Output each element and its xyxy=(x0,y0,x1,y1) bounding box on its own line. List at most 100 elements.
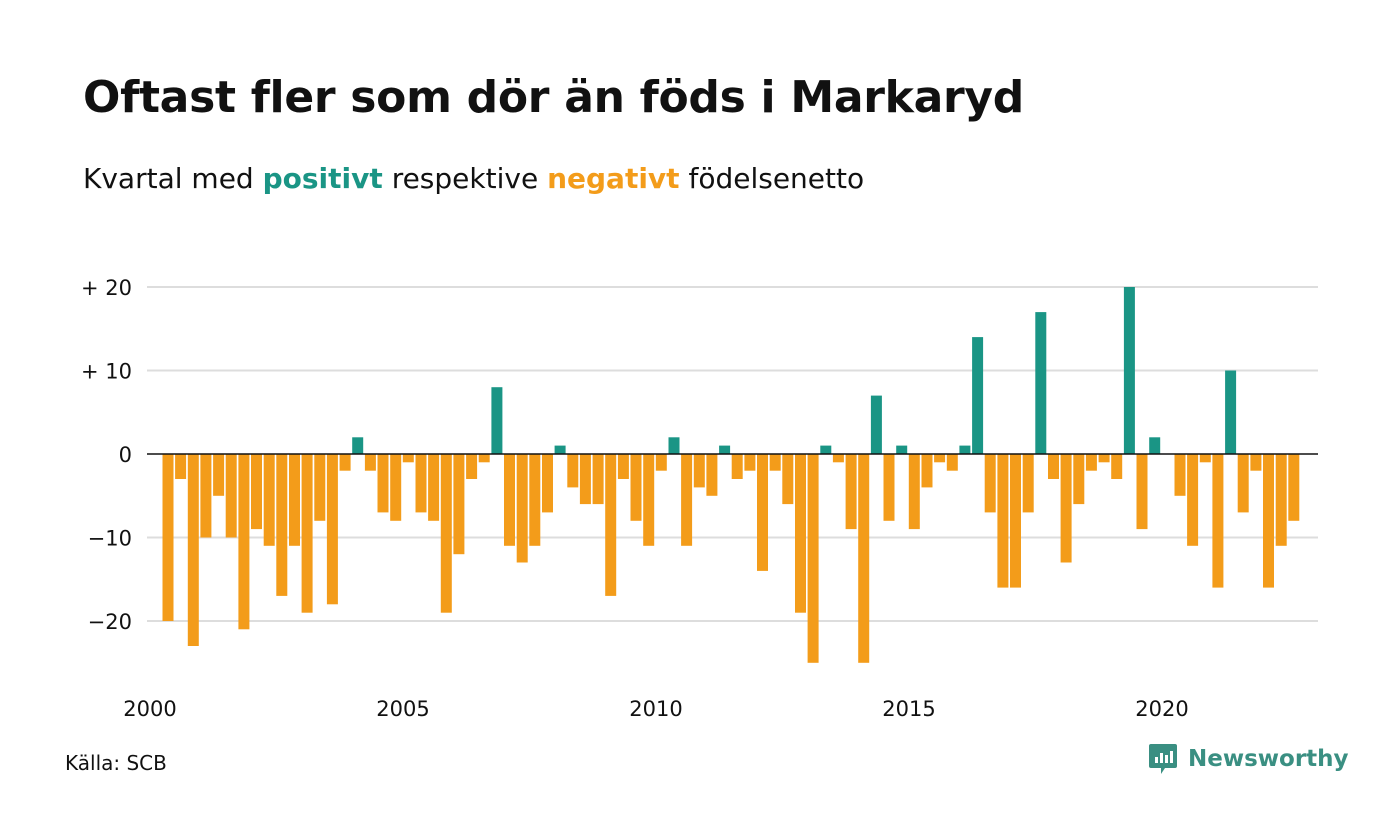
bar-negative xyxy=(579,454,591,505)
bar-positive xyxy=(668,437,680,454)
bar-negative xyxy=(681,454,693,546)
bar-negative xyxy=(1048,454,1059,479)
bar-negative xyxy=(731,454,743,479)
bar-negative xyxy=(213,454,225,496)
bar-negative xyxy=(883,454,895,521)
bar-negative xyxy=(706,454,718,496)
x-tick-label: 2020 xyxy=(1135,697,1188,721)
x-tick-label: 2015 xyxy=(882,697,935,721)
bar-positive xyxy=(1035,312,1047,454)
bar-positive xyxy=(1225,370,1237,454)
bar-positive xyxy=(719,445,731,454)
bar-negative xyxy=(921,454,933,488)
bar-negative xyxy=(542,454,553,513)
bar-negative xyxy=(997,454,1009,588)
subtitle-middle: respektive xyxy=(391,162,539,195)
bar-positive xyxy=(491,387,503,454)
bar-negative xyxy=(567,454,579,488)
bar-negative xyxy=(187,454,199,646)
x-tick-label: 2010 xyxy=(629,697,682,721)
brand-name: Newsworthy xyxy=(1188,746,1349,772)
bar-negative xyxy=(339,454,351,471)
subtitle-positive-label: positivt xyxy=(262,162,383,195)
bar-negative xyxy=(630,454,642,521)
bar-negative xyxy=(1136,454,1148,530)
bar-negative xyxy=(263,454,275,546)
bar-negative xyxy=(402,454,414,463)
newsworthy-logo-icon xyxy=(1149,744,1177,774)
bar-negative xyxy=(1275,454,1287,546)
bar-negative xyxy=(1212,454,1224,588)
bar-negative xyxy=(478,454,490,463)
bar-negative xyxy=(326,454,338,605)
subtitle-prefix: Kvartal med xyxy=(83,162,254,195)
bar-negative xyxy=(1237,454,1249,513)
bar-negative xyxy=(693,454,705,488)
bar-negative xyxy=(415,454,427,513)
bar-positive xyxy=(1123,287,1135,454)
subtitle-negative-label: negativt xyxy=(547,162,680,195)
bar-negative xyxy=(301,454,313,613)
bar-negative xyxy=(1060,454,1072,563)
bar-negative xyxy=(807,454,819,663)
bar-negative xyxy=(845,454,857,530)
bar-positive xyxy=(870,395,882,454)
bar-positive xyxy=(352,437,364,454)
y-tick-label: + 20 xyxy=(81,276,132,300)
bar-negative xyxy=(238,454,250,630)
bar-negative xyxy=(1111,454,1123,479)
bar-negative xyxy=(529,454,541,546)
bar-negative xyxy=(175,454,187,479)
bar-negative xyxy=(592,454,604,505)
bar-negative xyxy=(617,454,629,479)
y-tick-label: + 10 xyxy=(81,360,132,384)
bar-negative xyxy=(782,454,794,505)
bar-negative xyxy=(1022,454,1034,513)
bar-positive xyxy=(554,445,566,454)
bar-negative xyxy=(466,454,478,479)
bar-negative xyxy=(908,454,920,530)
bar-negative xyxy=(516,454,528,563)
bar-negative xyxy=(390,454,402,521)
bar-negative xyxy=(1263,454,1274,588)
bar-negative xyxy=(276,454,288,596)
bar-negative xyxy=(832,454,844,463)
x-tick-label: 2000 xyxy=(123,697,176,721)
source-note: Källa: SCB xyxy=(65,751,167,775)
bar-negative xyxy=(1187,454,1199,546)
bar-negative xyxy=(453,454,465,555)
bar-negative xyxy=(858,454,870,663)
y-tick-label: −20 xyxy=(88,610,132,634)
brand-logo: Newsworthy xyxy=(1148,742,1349,776)
chart-subtitle: Kvartal med positivt respektive negativt… xyxy=(83,162,864,195)
bar-negative xyxy=(314,454,326,521)
bar-negative xyxy=(1199,454,1211,463)
bar-negative xyxy=(200,454,212,538)
bar-negative xyxy=(289,454,300,546)
bar-negative xyxy=(1073,454,1085,505)
bar-negative xyxy=(1250,454,1262,471)
bar-negative xyxy=(744,454,756,471)
bar-positive xyxy=(1149,437,1161,454)
bar-negative xyxy=(504,454,515,546)
bar-negative xyxy=(946,454,958,471)
bar-negative xyxy=(225,454,237,538)
bar-negative xyxy=(440,454,452,613)
bar-positive xyxy=(959,445,971,454)
bar-negative xyxy=(643,454,655,546)
chart-title: Oftast fler som dör än föds i Markaryd xyxy=(83,72,1024,123)
bar-negative xyxy=(1288,454,1300,521)
bar-negative xyxy=(1085,454,1097,471)
bar-positive xyxy=(820,445,832,454)
bar-negative xyxy=(1098,454,1110,463)
bar-negative xyxy=(795,454,806,613)
bar-negative xyxy=(769,454,781,471)
bar-positive xyxy=(972,337,984,454)
bar-negative xyxy=(655,454,667,471)
subtitle-suffix: födelsenetto xyxy=(688,162,865,195)
bar-negative xyxy=(605,454,617,596)
y-tick-label: 0 xyxy=(119,443,132,467)
bar-negative xyxy=(428,454,440,521)
bar-negative xyxy=(377,454,389,513)
